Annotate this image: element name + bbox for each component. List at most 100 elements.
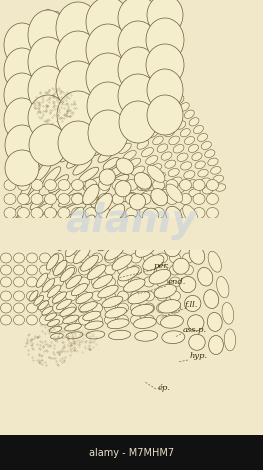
- Ellipse shape: [104, 253, 115, 263]
- Ellipse shape: [78, 253, 89, 263]
- Ellipse shape: [169, 253, 180, 263]
- Ellipse shape: [112, 207, 124, 219]
- Ellipse shape: [107, 66, 116, 77]
- Ellipse shape: [144, 265, 154, 275]
- Bar: [0, 435, 263, 470]
- Ellipse shape: [166, 194, 178, 204]
- Ellipse shape: [4, 48, 40, 92]
- Ellipse shape: [156, 315, 168, 325]
- Ellipse shape: [102, 296, 123, 308]
- Ellipse shape: [76, 63, 84, 74]
- Ellipse shape: [57, 231, 71, 251]
- Ellipse shape: [31, 194, 43, 204]
- Ellipse shape: [109, 105, 119, 116]
- Ellipse shape: [166, 207, 178, 219]
- Ellipse shape: [60, 267, 75, 282]
- Ellipse shape: [125, 194, 138, 204]
- Ellipse shape: [44, 130, 58, 151]
- Ellipse shape: [173, 144, 184, 153]
- Ellipse shape: [54, 183, 75, 200]
- Ellipse shape: [1, 303, 12, 313]
- Ellipse shape: [13, 303, 24, 313]
- Ellipse shape: [65, 303, 77, 313]
- Ellipse shape: [78, 315, 89, 325]
- Ellipse shape: [153, 136, 163, 145]
- Ellipse shape: [189, 334, 205, 350]
- Ellipse shape: [171, 113, 181, 122]
- Ellipse shape: [74, 79, 83, 91]
- Ellipse shape: [118, 291, 129, 301]
- Ellipse shape: [97, 117, 108, 128]
- Ellipse shape: [78, 277, 89, 287]
- Ellipse shape: [117, 215, 136, 234]
- Ellipse shape: [113, 88, 122, 98]
- Ellipse shape: [184, 171, 195, 179]
- Ellipse shape: [60, 143, 76, 162]
- Ellipse shape: [174, 186, 185, 193]
- Ellipse shape: [4, 98, 40, 142]
- Ellipse shape: [144, 303, 154, 313]
- Ellipse shape: [19, 182, 32, 201]
- Text: alamy - M7MHM7: alamy - M7MHM7: [89, 447, 174, 457]
- Ellipse shape: [90, 110, 101, 123]
- Ellipse shape: [25, 188, 40, 205]
- Ellipse shape: [99, 169, 115, 185]
- Ellipse shape: [130, 303, 141, 313]
- Ellipse shape: [118, 74, 158, 118]
- Ellipse shape: [180, 129, 190, 137]
- Ellipse shape: [118, 47, 158, 93]
- Text: alamy: alamy: [66, 202, 197, 240]
- Ellipse shape: [99, 194, 110, 204]
- Ellipse shape: [148, 128, 158, 137]
- Ellipse shape: [118, 193, 136, 202]
- Ellipse shape: [168, 168, 179, 176]
- Ellipse shape: [108, 166, 124, 177]
- Ellipse shape: [98, 149, 114, 162]
- Ellipse shape: [153, 180, 164, 190]
- Ellipse shape: [109, 330, 131, 340]
- Text: f.ll.: f.ll.: [185, 301, 198, 309]
- Ellipse shape: [115, 111, 126, 122]
- Ellipse shape: [68, 60, 76, 70]
- Ellipse shape: [138, 182, 152, 191]
- Ellipse shape: [119, 94, 129, 104]
- Ellipse shape: [65, 323, 81, 331]
- Ellipse shape: [156, 303, 168, 313]
- Ellipse shape: [86, 135, 100, 149]
- Ellipse shape: [138, 114, 148, 123]
- Ellipse shape: [135, 174, 149, 183]
- Ellipse shape: [138, 57, 147, 66]
- Ellipse shape: [63, 315, 79, 323]
- Ellipse shape: [180, 276, 196, 293]
- Ellipse shape: [69, 17, 77, 27]
- Ellipse shape: [156, 277, 168, 287]
- Ellipse shape: [123, 62, 132, 71]
- Ellipse shape: [102, 47, 110, 56]
- Ellipse shape: [137, 140, 149, 149]
- Ellipse shape: [62, 91, 71, 105]
- Ellipse shape: [206, 207, 219, 219]
- Ellipse shape: [61, 14, 68, 24]
- Ellipse shape: [164, 241, 181, 257]
- Ellipse shape: [53, 315, 63, 325]
- Ellipse shape: [56, 2, 100, 54]
- Ellipse shape: [130, 265, 141, 275]
- Ellipse shape: [85, 24, 94, 34]
- Ellipse shape: [155, 92, 165, 101]
- Ellipse shape: [91, 72, 100, 83]
- Ellipse shape: [39, 315, 50, 325]
- Ellipse shape: [151, 69, 160, 78]
- Ellipse shape: [121, 118, 132, 128]
- Ellipse shape: [224, 329, 236, 351]
- Ellipse shape: [116, 158, 134, 174]
- Ellipse shape: [44, 180, 57, 190]
- Ellipse shape: [122, 78, 131, 88]
- Ellipse shape: [12, 212, 28, 226]
- Ellipse shape: [147, 165, 165, 182]
- Ellipse shape: [157, 144, 168, 152]
- Ellipse shape: [124, 46, 132, 55]
- Ellipse shape: [81, 83, 90, 95]
- Ellipse shape: [39, 277, 50, 287]
- Ellipse shape: [104, 291, 115, 301]
- Text: hyp.: hyp.: [190, 352, 208, 360]
